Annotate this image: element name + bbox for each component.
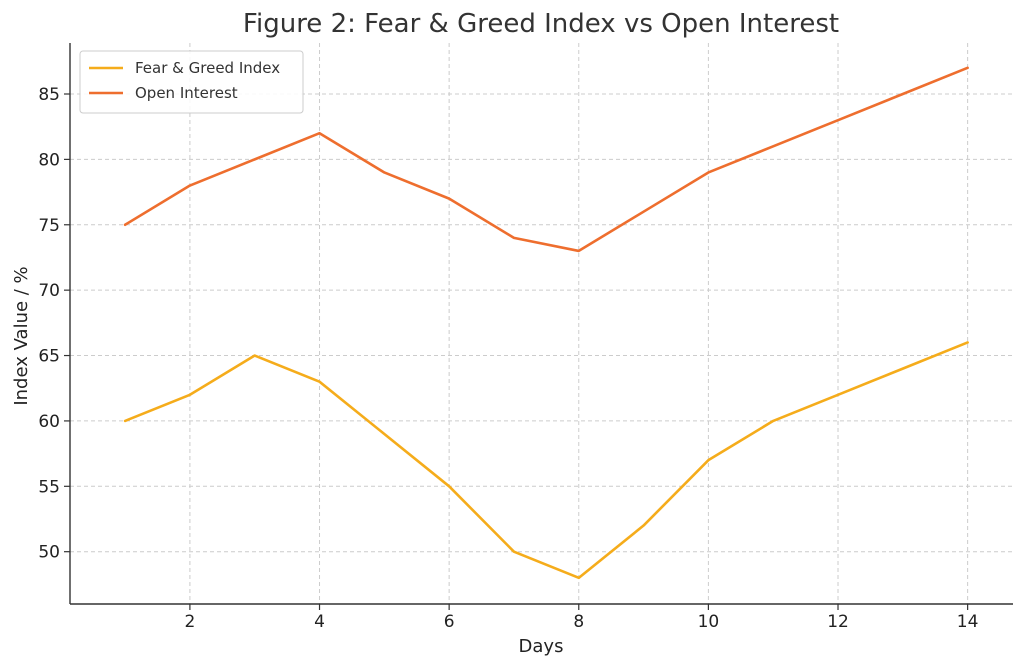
x-tick-label: 14 [957,612,979,632]
y-tick-label: 50 [38,543,60,563]
legend: Fear & Greed Index Open Interest [79,50,304,114]
legend-box [79,50,304,114]
legend-label: Fear & Greed Index [135,59,280,77]
x-tick-label: 2 [184,612,195,632]
x-axis-label: Days [519,636,564,657]
y-tick-label: 55 [38,477,60,497]
y-axis-label: Index Value / % [11,266,32,405]
y-tick-label: 60 [38,412,60,432]
legend-label: Open Interest [135,84,238,102]
x-tick-label: 4 [314,612,325,632]
x-tick-label: 6 [444,612,455,632]
y-tick-label: 80 [38,150,60,170]
y-tick-label: 65 [38,347,60,367]
axes: 2 4 6 8 10 12 14 50 55 60 65 70 75 80 85 [38,43,1013,632]
series-line-open-interest [123,66,969,253]
y-tick-label: 70 [38,281,60,301]
series-line-fear-greed-index [123,341,969,580]
grid [70,43,1013,604]
series-lines [123,66,969,580]
y-tick-label: 75 [38,216,60,236]
x-tick-label: 8 [573,612,584,632]
x-tick-label: 10 [698,612,720,632]
y-tick-label: 85 [38,85,60,105]
x-tick-label: 12 [827,612,849,632]
chart-title: Figure 2: Fear & Greed Index vs Open Int… [243,9,839,39]
